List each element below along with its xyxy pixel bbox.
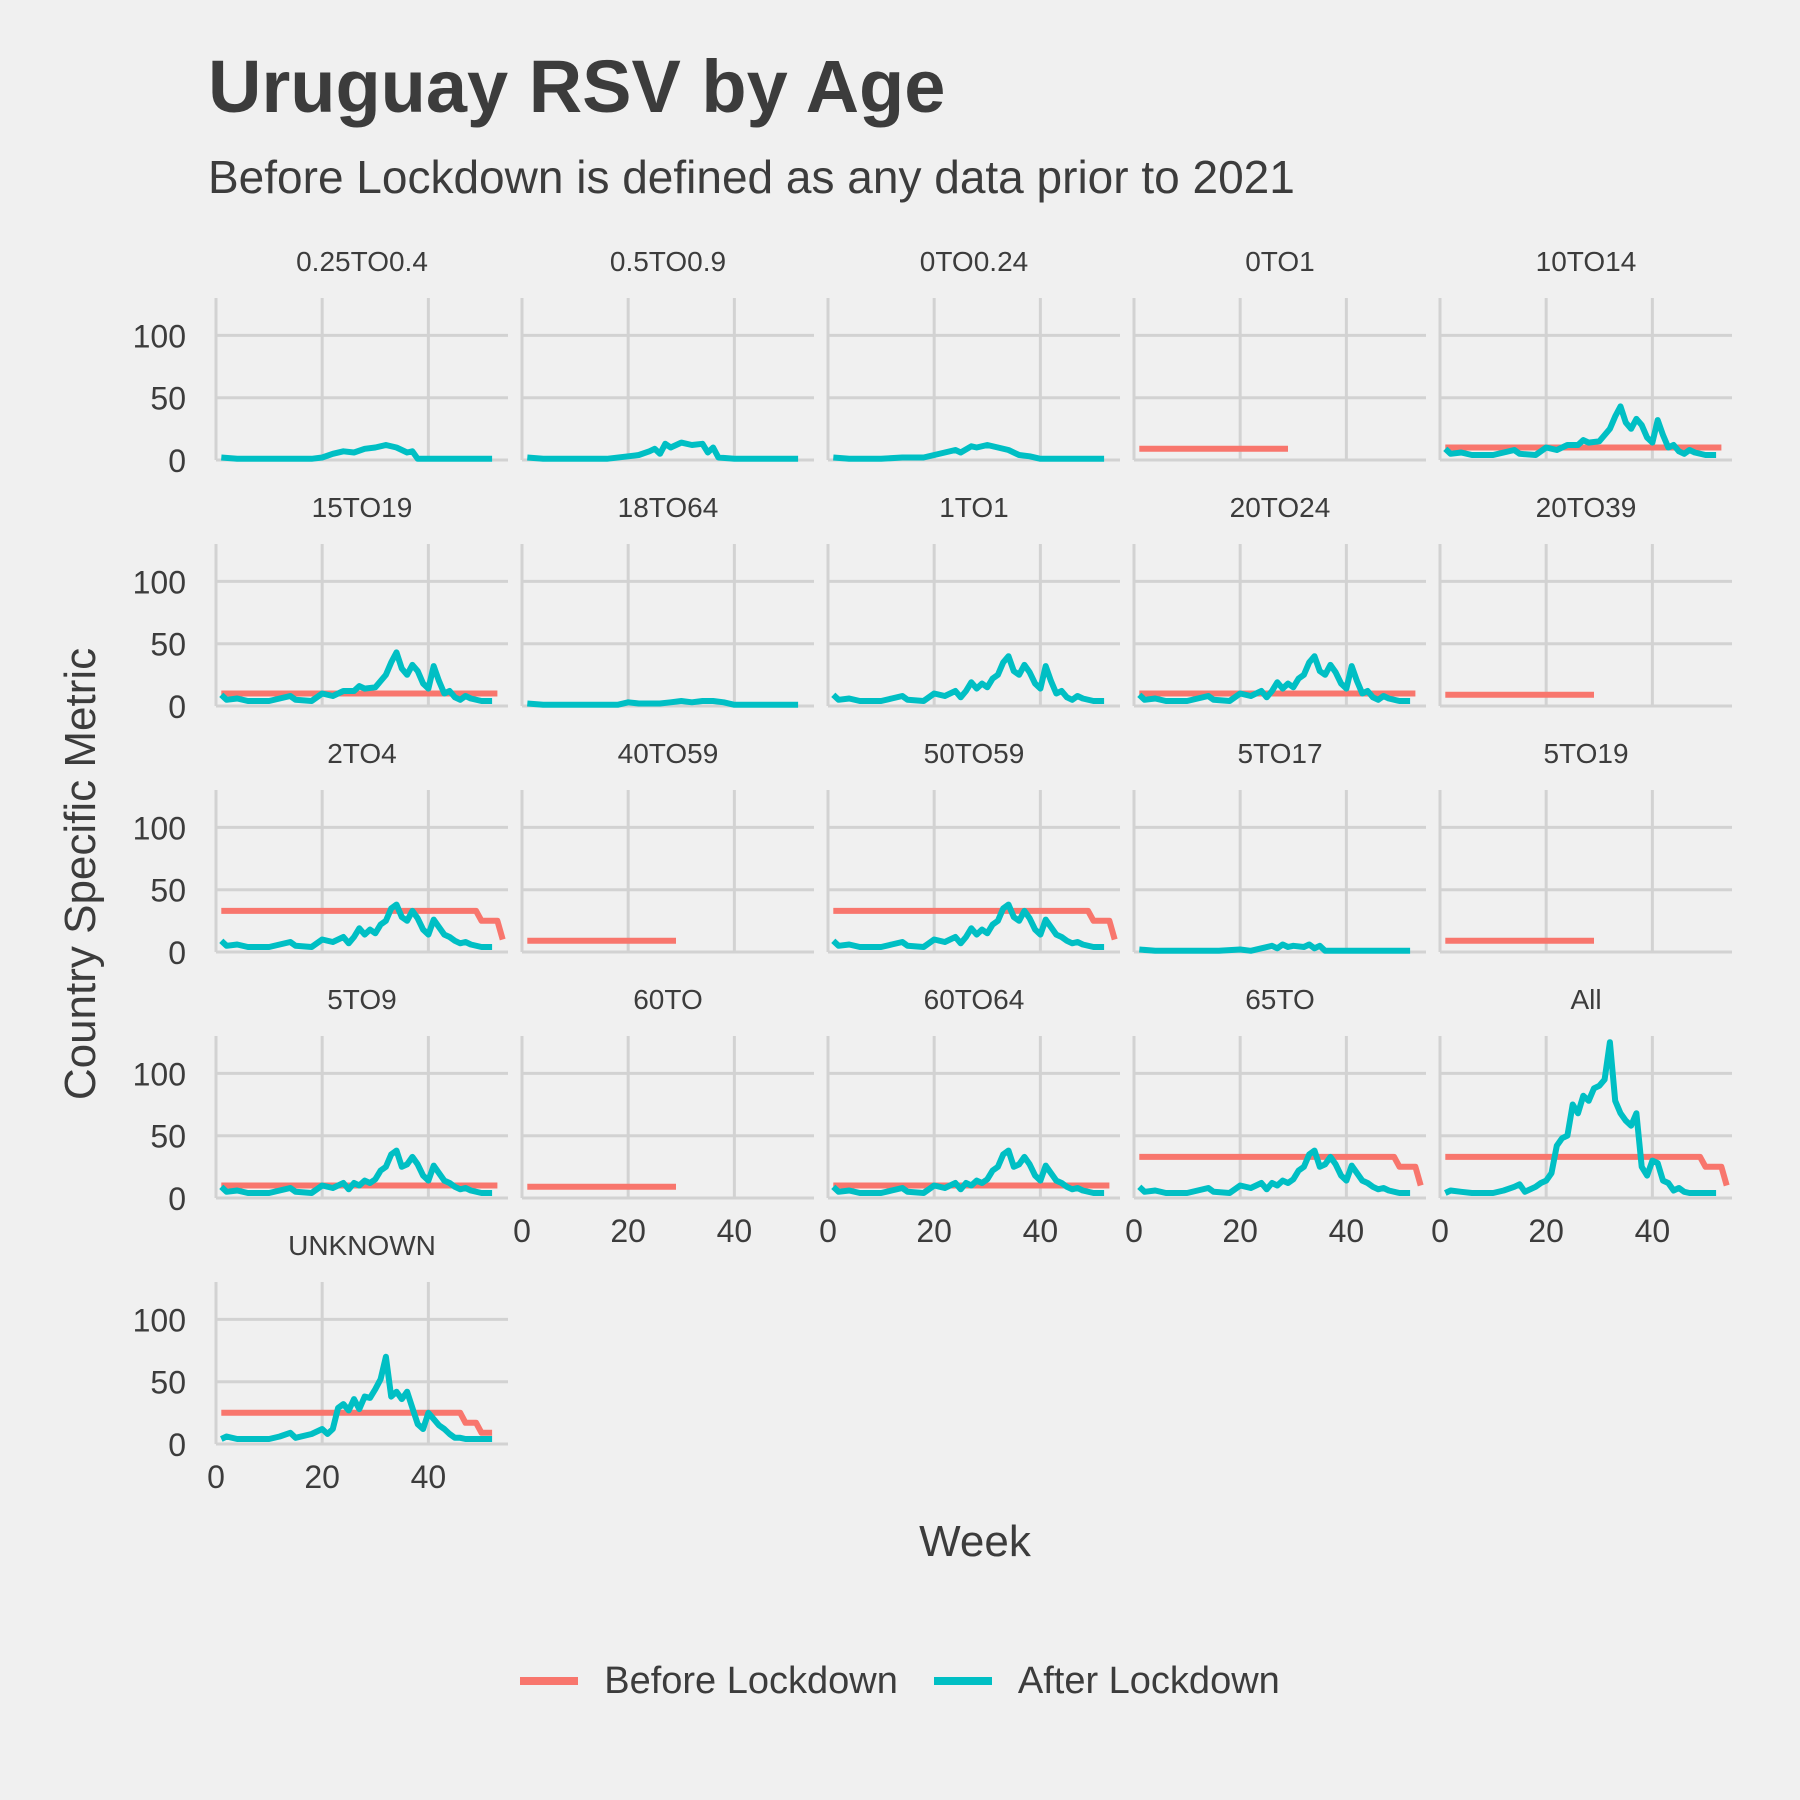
legend-label-before: Before Lockdown [604, 1659, 898, 1702]
x-tick-label: 20 [1528, 1213, 1564, 1249]
x-tick-label: 40 [411, 1459, 447, 1495]
series-before-line-all [1445, 1153, 1730, 1187]
panel-label-20to24: 20TO24 [1230, 492, 1331, 523]
series-after-line-20to24 [1137, 653, 1411, 704]
legend-item-before: Before Lockdown [520, 1660, 898, 1703]
legend-swatch-after [933, 1677, 992, 1685]
x-tick-label: 20 [610, 1213, 646, 1249]
series-after-line-0-5to0-9 [527, 439, 799, 462]
y-tick-label: 0 [168, 443, 186, 479]
series-after-line-18to64 [527, 698, 799, 708]
x-tick-label: 40 [1329, 1213, 1365, 1249]
x-axis-title: Week [919, 1517, 1032, 1566]
legend-item-after: After Lockdown [933, 1659, 1280, 1703]
y-axis-title: Country Specific Metric [56, 648, 105, 1100]
y-tick-label: 100 [133, 564, 186, 600]
panel-label-unknown: UNKNOWN [288, 1230, 436, 1261]
series-after-line-0-25to0-4 [221, 442, 493, 462]
x-tick-label: 20 [304, 1459, 340, 1495]
x-tick-label: 40 [1635, 1213, 1671, 1249]
panel-label-50to59: 50TO59 [924, 738, 1025, 769]
panel-label-18to64: 18TO64 [618, 492, 719, 523]
panel-label-1to1: 1TO1 [939, 492, 1009, 523]
y-tick-label: 50 [150, 627, 186, 663]
series-after-line-2to4 [219, 901, 493, 950]
x-tick-label: 40 [717, 1213, 753, 1249]
series-after-line-65to [1137, 1147, 1411, 1196]
series-after-line-1to1 [831, 653, 1105, 704]
panel-label-5to17: 5TO17 [1237, 738, 1322, 769]
y-tick-label: 50 [150, 1365, 186, 1401]
series-after-line-5to9 [219, 1147, 493, 1196]
series-after-line-15to19 [219, 649, 493, 704]
series-after-line-10to14 [1443, 403, 1717, 458]
y-tick-label: 0 [168, 1181, 186, 1217]
x-tick-label: 0 [1431, 1213, 1449, 1249]
y-tick-label: 0 [168, 935, 186, 971]
x-tick-label: 0 [1125, 1213, 1143, 1249]
x-tick-label: 0 [513, 1213, 531, 1249]
y-tick-label: 100 [133, 318, 186, 354]
series-after-line-60to64 [831, 1147, 1105, 1196]
panel-label-5to9: 5TO9 [327, 984, 397, 1015]
panel-label-2to4: 2TO4 [327, 738, 397, 769]
x-tick-label: 0 [819, 1213, 837, 1249]
series-after-line-50to59 [831, 901, 1105, 950]
panel-label-20to39: 20TO39 [1536, 492, 1637, 523]
chart-legend: Before Lockdown After Lockdown [0, 1656, 1800, 1706]
legend-label-after: After Lockdown [1017, 1659, 1280, 1702]
panel-label-0to0-24: 0TO0.24 [920, 246, 1028, 277]
panel-label-10to14: 10TO14 [1536, 246, 1637, 277]
series-after-line-all [1444, 1039, 1717, 1196]
series-after-line-5to17 [1139, 941, 1411, 954]
chart-subtitle: Before Lockdown is defined as any data p… [208, 151, 1295, 203]
x-tick-label: 0 [207, 1459, 225, 1495]
y-tick-label: 0 [168, 1427, 186, 1463]
y-tick-label: 100 [133, 810, 186, 846]
panel-label-0-25to0-4: 0.25TO0.4 [296, 246, 428, 277]
panel-label-65to: 65TO [1245, 984, 1315, 1015]
x-tick-label: 20 [1222, 1213, 1258, 1249]
y-tick-label: 50 [150, 1119, 186, 1155]
panel-label-all: All [1570, 984, 1601, 1015]
panel-label-60to64: 60TO64 [924, 984, 1025, 1015]
legend-swatch-before [520, 1677, 579, 1685]
panel-label-15to19: 15TO19 [312, 492, 413, 523]
x-tick-label: 20 [916, 1213, 952, 1249]
chart-title: Uruguay RSV by Age [208, 45, 946, 128]
y-tick-label: 100 [133, 1302, 186, 1338]
y-tick-label: 100 [133, 1056, 186, 1092]
panel-label-0to1: 0TO1 [1245, 246, 1315, 277]
y-tick-label: 50 [150, 873, 186, 909]
series-before-line-unknown [221, 1409, 493, 1436]
series-after-line-unknown [220, 1353, 493, 1442]
y-tick-label: 50 [150, 381, 186, 417]
panel-label-0-5to0-9: 0.5TO0.9 [610, 246, 726, 277]
y-tick-label: 0 [168, 689, 186, 725]
panel-label-60to: 60TO [633, 984, 703, 1015]
panel-label-40to59: 40TO59 [618, 738, 719, 769]
panel-label-5to19: 5TO19 [1543, 738, 1628, 769]
x-tick-label: 40 [1023, 1213, 1059, 1249]
series-after-line-0to0-24 [833, 442, 1105, 462]
